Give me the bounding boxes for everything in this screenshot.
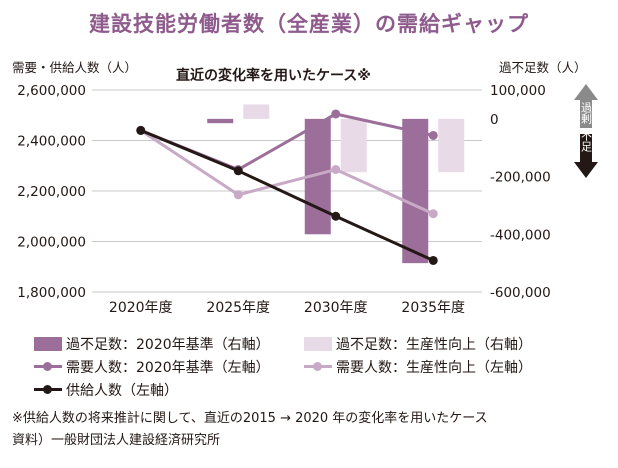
surplus-arrow-icon bbox=[574, 84, 598, 128]
legend-label: 過不足数：2020年基準（右軸） bbox=[66, 336, 270, 353]
legend-row: 過不足数：2020年基準（右軸） 過不足数：生産性向上（右軸） bbox=[34, 332, 594, 355]
axis-text-layer: 2,600,000 2,400,000 2,200,000 2,000,000 1,80… bbox=[17, 83, 550, 316]
left-axis-label: 需要・供給人数（人） bbox=[12, 60, 137, 75]
bar bbox=[207, 118, 234, 124]
legend-line-demand-productivity: 需要人数：生産性向上（左軸） bbox=[304, 357, 574, 377]
x-tick-label: 2025年度 bbox=[206, 300, 270, 316]
data-point bbox=[428, 255, 438, 265]
right-axis-label: 過不足数（人） bbox=[499, 60, 587, 75]
data-point bbox=[331, 165, 341, 175]
legend-swatch bbox=[34, 383, 62, 397]
surplus-label: 過剰 bbox=[580, 102, 593, 124]
right-tick-label: -400,000 bbox=[490, 227, 551, 243]
footnote: ※供給人数の将来推計に関して、直近の2015 → 2020 年の変化率を用いたケ… bbox=[12, 408, 612, 452]
x-tick-label: 2030年度 bbox=[304, 300, 368, 316]
legend-label: 需要人数：生産性向上（左軸） bbox=[336, 359, 532, 376]
legend-line-supply: 供給人数（左軸） bbox=[34, 380, 304, 400]
legend-label: 需要人数：2020年基準（左軸） bbox=[66, 359, 270, 376]
legend-swatch bbox=[34, 360, 62, 374]
chart-subtitle: 直近の変化率を用いたケース※ bbox=[176, 67, 371, 84]
footnote-line: ※供給人数の将来推計に関して、直近の2015 → 2020 年の変化率を用いたケ… bbox=[12, 411, 488, 426]
series-line bbox=[140, 129, 434, 262]
bar bbox=[402, 118, 429, 264]
legend-swatch bbox=[304, 336, 332, 351]
bar bbox=[243, 104, 270, 119]
legend-swatch bbox=[34, 336, 62, 351]
line-layer bbox=[136, 109, 438, 265]
right-tick-label: 100,000 bbox=[490, 83, 546, 99]
bar bbox=[438, 118, 465, 173]
series-line bbox=[139, 129, 434, 216]
right-tick-label: -200,000 bbox=[490, 170, 551, 186]
legend-swatch bbox=[304, 360, 332, 374]
left-tick-label: 2,600,000 bbox=[17, 83, 86, 99]
shortage-label: 不足 bbox=[580, 130, 593, 152]
shortage-arrow-icon bbox=[574, 134, 598, 178]
x-tick-label: 2035年度 bbox=[401, 300, 465, 316]
data-point bbox=[428, 130, 438, 140]
legend-bar-productivity: 過不足数：生産性向上（右軸） bbox=[304, 334, 574, 354]
chart-title: 建設技能労働者数（全産業）の需給ギャップ bbox=[89, 12, 529, 36]
data-point bbox=[233, 190, 243, 200]
left-tick-label: 2,000,000 bbox=[17, 235, 86, 251]
legend-label: 過不足数：生産性向上（右軸） bbox=[336, 336, 532, 353]
bar bbox=[340, 118, 367, 173]
left-tick-label: 2,200,000 bbox=[17, 184, 86, 200]
right-tick-label: 0 bbox=[490, 112, 499, 128]
legend-bar-2020-base: 過不足数：2020年基準（右軸） bbox=[34, 334, 304, 354]
legend-label: 供給人数（左軸） bbox=[66, 382, 178, 399]
legend-line-demand-2020: 需要人数：2020年基準（左軸） bbox=[34, 357, 304, 377]
left-tick-label: 2,400,000 bbox=[17, 134, 86, 150]
x-tick-label: 2020年度 bbox=[109, 300, 173, 316]
data-point bbox=[136, 125, 146, 135]
right-tick-label: -600,000 bbox=[490, 285, 551, 301]
legend: 過不足数：2020年基準（右軸） 過不足数：生産性向上（右軸） 需要人数：202… bbox=[34, 332, 594, 401]
left-tick-label: 1,800,000 bbox=[17, 285, 86, 301]
bar-layer bbox=[207, 104, 465, 264]
data-point bbox=[428, 209, 438, 219]
data-point bbox=[233, 166, 243, 176]
series-line bbox=[140, 112, 434, 172]
legend-row: 供給人数（左軸） bbox=[34, 378, 594, 401]
data-point bbox=[331, 211, 341, 221]
legend-row: 需要人数：2020年基準（左軸） 需要人数：生産性向上（左軸） bbox=[34, 355, 594, 378]
source-line: 資料）一般財団法人建設経済研究所 bbox=[12, 433, 221, 448]
chart-area: 2,600,000 2,400,000 2,200,000 2,000,000 1,80… bbox=[12, 60, 598, 316]
data-point bbox=[331, 109, 341, 119]
